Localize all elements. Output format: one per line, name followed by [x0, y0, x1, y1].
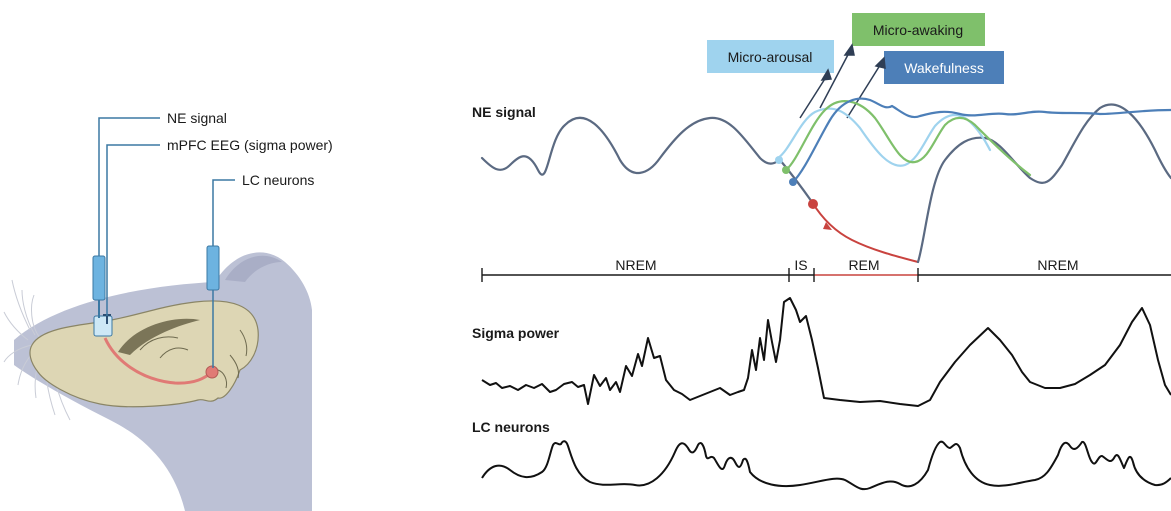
ne-wakefulness-trace — [791, 97, 1171, 184]
ne-microawaking-trace — [784, 100, 1032, 177]
stage-nrem-1: NREM — [615, 257, 656, 273]
ne-postrem-trace — [916, 103, 1171, 264]
trace-label-ne: NE signal — [472, 104, 536, 120]
lc-recording-electrode — [206, 245, 220, 291]
ne-baseline-trace — [480, 116, 814, 204]
stage-rem: REM — [848, 257, 879, 273]
brain-structures — [118, 318, 248, 389]
wakefulness-box — [884, 51, 1004, 84]
label-lc-neurons: LC neurons — [242, 172, 314, 188]
lc-neurons-trace — [481, 440, 1171, 491]
label-ne-signal: NE signal — [167, 110, 227, 126]
ne-signal-traces — [480, 97, 1171, 264]
lc-nucleus — [205, 365, 219, 379]
micro-awaking-label: Micro-awaking — [873, 22, 963, 38]
wakefulness-label: Wakefulness — [904, 60, 984, 76]
rem-marker — [808, 199, 818, 209]
trace-label-sigma: Sigma power — [472, 325, 560, 341]
event-boxes: Micro-arousal Micro-awaking Wakefulness — [707, 13, 1004, 84]
trace-label-lc: LC neurons — [472, 419, 550, 435]
ne-rem-trace — [811, 201, 919, 263]
micro-arousal-box — [707, 40, 834, 73]
sleep-stage-bar: NREM IS REM NREM — [481, 257, 1171, 282]
lc-projection-pathway — [103, 337, 213, 385]
stage-is: IS — [794, 257, 807, 273]
fiber-photometry-probe — [92, 255, 106, 301]
mpfc-implant — [93, 315, 113, 337]
rat-head-illustration: NE signal mPFC EEG (sigma power) LC neur… — [3, 110, 333, 511]
label-leaders — [98, 117, 235, 316]
micro-awaking-box — [852, 13, 985, 46]
sigma-power-trace — [481, 297, 1171, 407]
micro-arousal-label: Micro-arousal — [728, 49, 813, 65]
event-arrows — [799, 43, 886, 119]
rat-ear — [225, 255, 282, 282]
label-mpfc-eeg: mPFC EEG (sigma power) — [167, 137, 333, 153]
stage-nrem-2: NREM — [1037, 257, 1078, 273]
